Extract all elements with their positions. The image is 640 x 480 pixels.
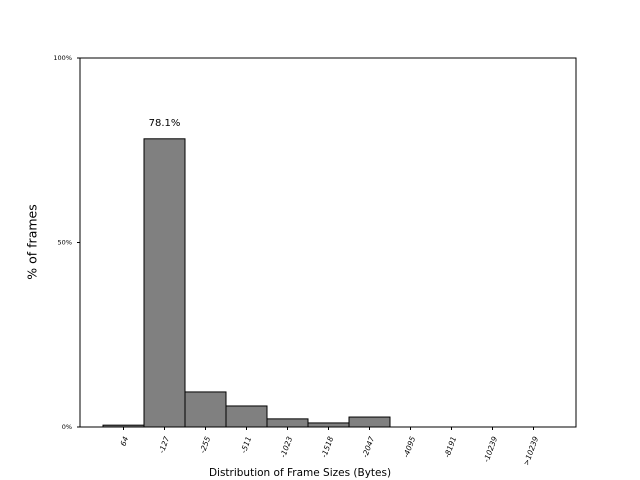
x-tick-label: -1518 bbox=[319, 435, 335, 459]
x-tick-label: -1023 bbox=[278, 435, 294, 459]
y-axis-label: % of frames bbox=[25, 204, 40, 279]
x-tick-label: -255 bbox=[198, 435, 212, 454]
bar bbox=[225, 405, 268, 428]
y-tick-label: 50% bbox=[58, 239, 72, 247]
x-tick-label: -127 bbox=[157, 435, 171, 454]
y-tick-label: 0% bbox=[62, 423, 72, 431]
bar bbox=[184, 391, 227, 428]
x-tick-label: >10239 bbox=[521, 435, 540, 467]
x-axis-label: Distribution of Frame Sizes (Bytes) bbox=[209, 467, 391, 479]
x-tick-label: -4095 bbox=[401, 435, 417, 459]
x-tick-label: 64 bbox=[119, 435, 131, 447]
bar bbox=[348, 416, 391, 428]
bar bbox=[143, 138, 186, 428]
bar bbox=[307, 422, 350, 428]
x-tick-label: -2047 bbox=[360, 435, 376, 459]
x-tick-label: -511 bbox=[239, 435, 253, 454]
value-label: 78.1% bbox=[149, 118, 181, 129]
bar bbox=[102, 424, 145, 428]
bar bbox=[266, 418, 309, 428]
y-tick-label: 100% bbox=[53, 54, 72, 62]
x-tick-label: -10239 bbox=[482, 435, 500, 463]
x-tick-label: -8191 bbox=[442, 435, 458, 459]
